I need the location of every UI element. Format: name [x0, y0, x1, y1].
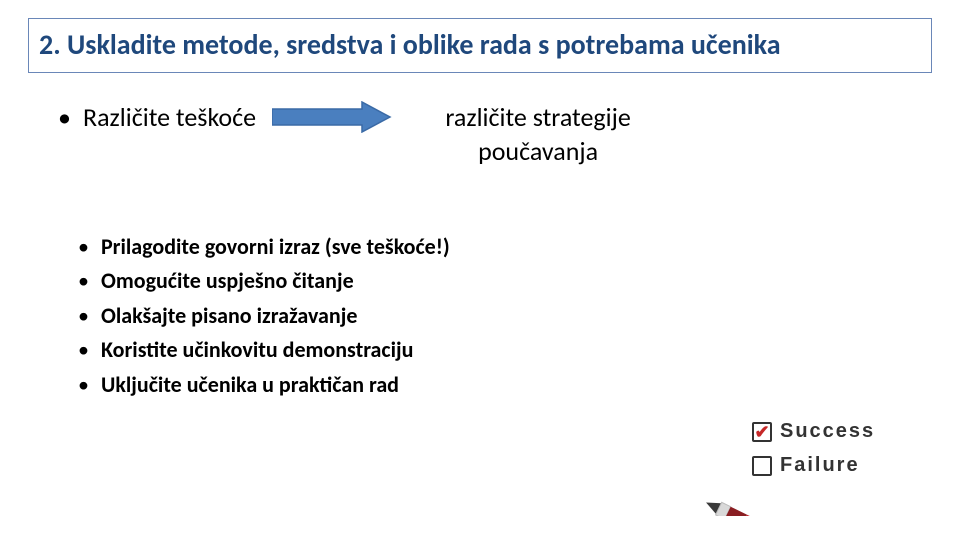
checklist-line-failure: Failure	[752, 454, 860, 477]
checkbox-icon: ✔	[752, 422, 772, 442]
list-item: • Uključite učenika u praktičan rad	[78, 371, 932, 400]
list-item-text: Koristite učinkovitu demonstraciju	[101, 336, 413, 365]
list-item: • Prilagodite govorni izraz (sve teškoće…	[78, 233, 932, 262]
checklist-line-success: ✔ Success	[752, 420, 875, 443]
bullet-dot: •	[78, 371, 89, 400]
bullet-dot: •	[78, 302, 89, 331]
slide-title: 2. Uskladite metode, sredstva i oblike r…	[39, 27, 921, 62]
headline-right-line2: poučavanja	[408, 135, 668, 169]
bullet-list: • Prilagodite govorni izraz (sve teškoće…	[78, 233, 932, 400]
bullet-large: •	[58, 102, 71, 133]
list-item-text: Olakšajte pisano izražavanje	[101, 302, 357, 331]
slide: 2. Uskladite metode, sredstva i oblike r…	[0, 0, 960, 540]
bullet-dot: •	[78, 336, 89, 365]
bullet-dot: •	[78, 267, 89, 296]
arrow-icon	[272, 101, 392, 133]
bullet-dot: •	[78, 233, 89, 262]
checklist-card: ✔ Success Failure	[752, 414, 932, 508]
checkbox-icon	[752, 456, 772, 476]
list-item-text: Prilagodite govorni izraz (sve teškoće!)	[101, 233, 450, 262]
checkmark-icon: ✔	[754, 423, 769, 441]
success-label: Success	[780, 420, 875, 443]
list-item-text: Uključite učenika u praktičan rad	[101, 371, 399, 400]
headline-left: • Različite teškoće	[58, 101, 408, 134]
list-item: • Omogućite uspješno čitanje	[78, 267, 932, 296]
list-item: • Koristite učinkovitu demonstraciju	[78, 336, 932, 365]
list-item-text: Omogućite uspješno čitanje	[101, 267, 354, 296]
failure-label: Failure	[780, 454, 860, 477]
list-item: • Olakšajte pisano izražavanje	[78, 302, 932, 331]
success-failure-illustration: ✔ Success Failure	[682, 406, 932, 516]
title-box: 2. Uskladite metode, sredstva i oblike r…	[28, 18, 932, 73]
headline-right: različite strategije poučavanja	[408, 101, 668, 169]
headline-left-text: Različite teškoće	[83, 101, 256, 134]
headline-row: • Različite teškoće različite strategije…	[58, 101, 932, 169]
headline-right-line1: različite strategije	[408, 101, 668, 135]
